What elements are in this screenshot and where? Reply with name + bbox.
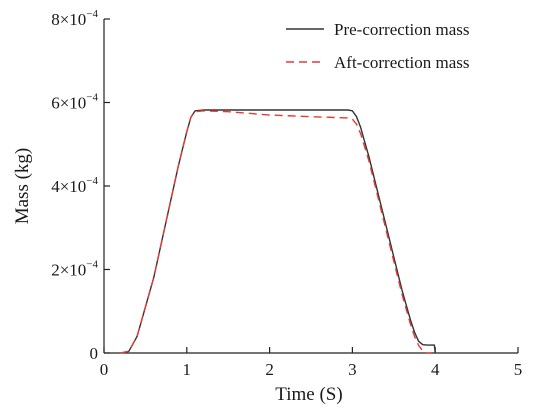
- y-tick-label: 8×10−4: [51, 8, 98, 29]
- y-axis-title: Mass (kg): [12, 148, 33, 225]
- x-tick-label: 3: [348, 360, 357, 379]
- y-tick-label: 0: [90, 344, 99, 363]
- y-tick-label: 6×10−4: [51, 92, 98, 113]
- series-pre-correction-line: [120, 109, 436, 354]
- x-tick-label: 1: [183, 360, 192, 379]
- x-tick-label: 2: [265, 360, 274, 379]
- series-aft-correction-line: [120, 110, 432, 354]
- ticks: 0 1 2 3 4 5 0 2×10−4 4×10−4 6×10−4 8×10−4: [51, 8, 522, 379]
- x-tick-label: 4: [431, 360, 440, 379]
- legend: Pre-correction mass Aft-correction mass: [286, 20, 469, 72]
- legend-label-pre-correction: Pre-correction mass: [334, 20, 469, 39]
- y-tick-label: 4×10−4: [51, 175, 98, 196]
- x-axis-title: Time (S): [275, 384, 342, 405]
- x-tick-label: 0: [100, 360, 109, 379]
- series-layer: [120, 109, 436, 354]
- x-tick-label: 5: [514, 360, 523, 379]
- legend-label-aft-correction: Aft-correction mass: [334, 53, 469, 72]
- y-tick-label: 2×10−4: [51, 259, 98, 280]
